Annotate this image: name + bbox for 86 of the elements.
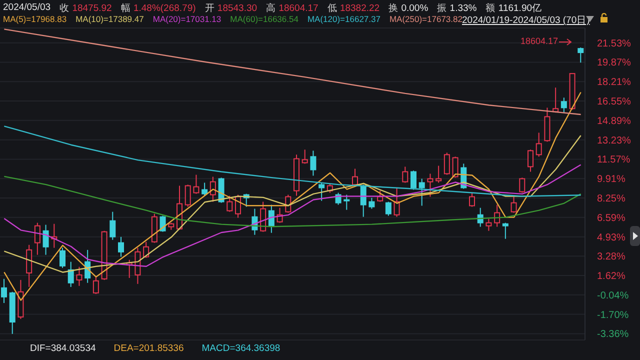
candlestick	[92, 276, 99, 294]
text: MA(250)=17673.82	[389, 14, 462, 24]
y-tick-label: 3.28%	[597, 252, 626, 263]
y-tick-label: 4.93%	[597, 232, 626, 244]
y-tick-label: 16.55%	[597, 96, 632, 108]
candlestick	[60, 247, 66, 268]
y-tick-label: 6.59%	[597, 212, 626, 224]
candlestick	[519, 177, 526, 194]
line-series	[4, 28, 582, 116]
line-series	[4, 134, 582, 273]
candlestick	[235, 194, 241, 218]
candlestick	[368, 197, 375, 210]
y-tick-label: 21.53%	[597, 38, 632, 50]
candlestick	[427, 173, 434, 198]
y-tick-label: 11.57%	[597, 154, 630, 166]
candlestick	[418, 178, 425, 206]
text: 幅 1.48%(268.79)	[120, 3, 196, 14]
candlestick	[502, 222, 508, 240]
y-tick-label: 8.25%	[597, 194, 626, 205]
text: 换 0.00%	[388, 3, 428, 14]
line-series	[4, 92, 582, 301]
candlestick	[528, 149, 534, 172]
candlestick	[536, 132, 542, 158]
y-tick-label: 13.23%	[597, 135, 632, 146]
candlestick	[1, 278, 7, 304]
candlestick	[510, 196, 517, 214]
annotation: 18604.17	[520, 36, 558, 46]
y-tick-label: 14.89%	[597, 116, 632, 127]
y-tick-label: 19.87%	[597, 58, 632, 69]
candlestick	[377, 190, 384, 202]
y-tick-label: 1.62%	[597, 270, 626, 282]
candlestick	[42, 224, 49, 256]
candlestick	[26, 244, 32, 288]
candlestick	[268, 204, 274, 234]
text: 2024/05/03	[3, 2, 51, 15]
candlestick	[193, 174, 200, 194]
candlestick	[486, 218, 492, 232]
text: MACD=364.36398	[202, 343, 280, 354]
y-tick-label: 18.21%	[597, 77, 632, 88]
y-tick-label: -0.04%	[597, 290, 629, 302]
candlestick	[494, 204, 500, 228]
candlestick	[385, 201, 392, 216]
candlestick	[444, 152, 450, 176]
text: MA(120)=16627.37	[307, 14, 380, 24]
candlestick	[344, 194, 350, 210]
candlestick	[68, 261, 74, 288]
line-series	[4, 164, 582, 267]
candlestick	[469, 192, 475, 208]
candlestick	[202, 182, 208, 196]
candlestick	[544, 107, 550, 142]
candlestick	[310, 150, 316, 176]
text: 高 18604.17	[266, 3, 318, 14]
candlestick	[302, 149, 308, 164]
candlestick	[210, 176, 216, 202]
candlestick	[160, 215, 166, 232]
candlestick	[394, 187, 400, 218]
text: 收 18475.92	[60, 3, 112, 14]
candlestick	[477, 207, 484, 228]
candlestick	[560, 97, 567, 114]
candlestick	[143, 241, 150, 258]
candlestick	[402, 166, 408, 184]
y-tick-label: -3.36%	[597, 329, 629, 340]
text: 低 18382.22	[327, 3, 380, 14]
text: MA(10)=17389.47	[76, 14, 144, 24]
candlestick	[110, 211, 116, 240]
text: 振 1.33%	[437, 3, 477, 14]
text: 开 18543.30	[204, 3, 258, 14]
text: MA(5)=17968.83	[3, 14, 67, 24]
text: 额 1161.90亿	[486, 3, 542, 14]
text: MA(60)=16636.54	[230, 14, 298, 24]
candlestick	[76, 266, 82, 286]
text: DIF=384.03534	[30, 343, 96, 354]
candlestick	[578, 47, 584, 64]
line-series	[4, 176, 582, 228]
line-series	[4, 126, 582, 197]
y-tick-label: 9.91%	[597, 174, 626, 186]
candlestick	[118, 236, 124, 258]
candlestick	[226, 195, 233, 212]
text: MA(20)=17031.13	[152, 14, 222, 24]
candlestick	[34, 222, 40, 256]
y-tick-label: -1.70%	[597, 310, 629, 321]
candlestick	[184, 184, 191, 208]
candlestick	[436, 165, 442, 184]
candlestick	[318, 182, 325, 202]
candlestick	[134, 247, 141, 284]
text: DEA=201.85336	[114, 343, 184, 354]
